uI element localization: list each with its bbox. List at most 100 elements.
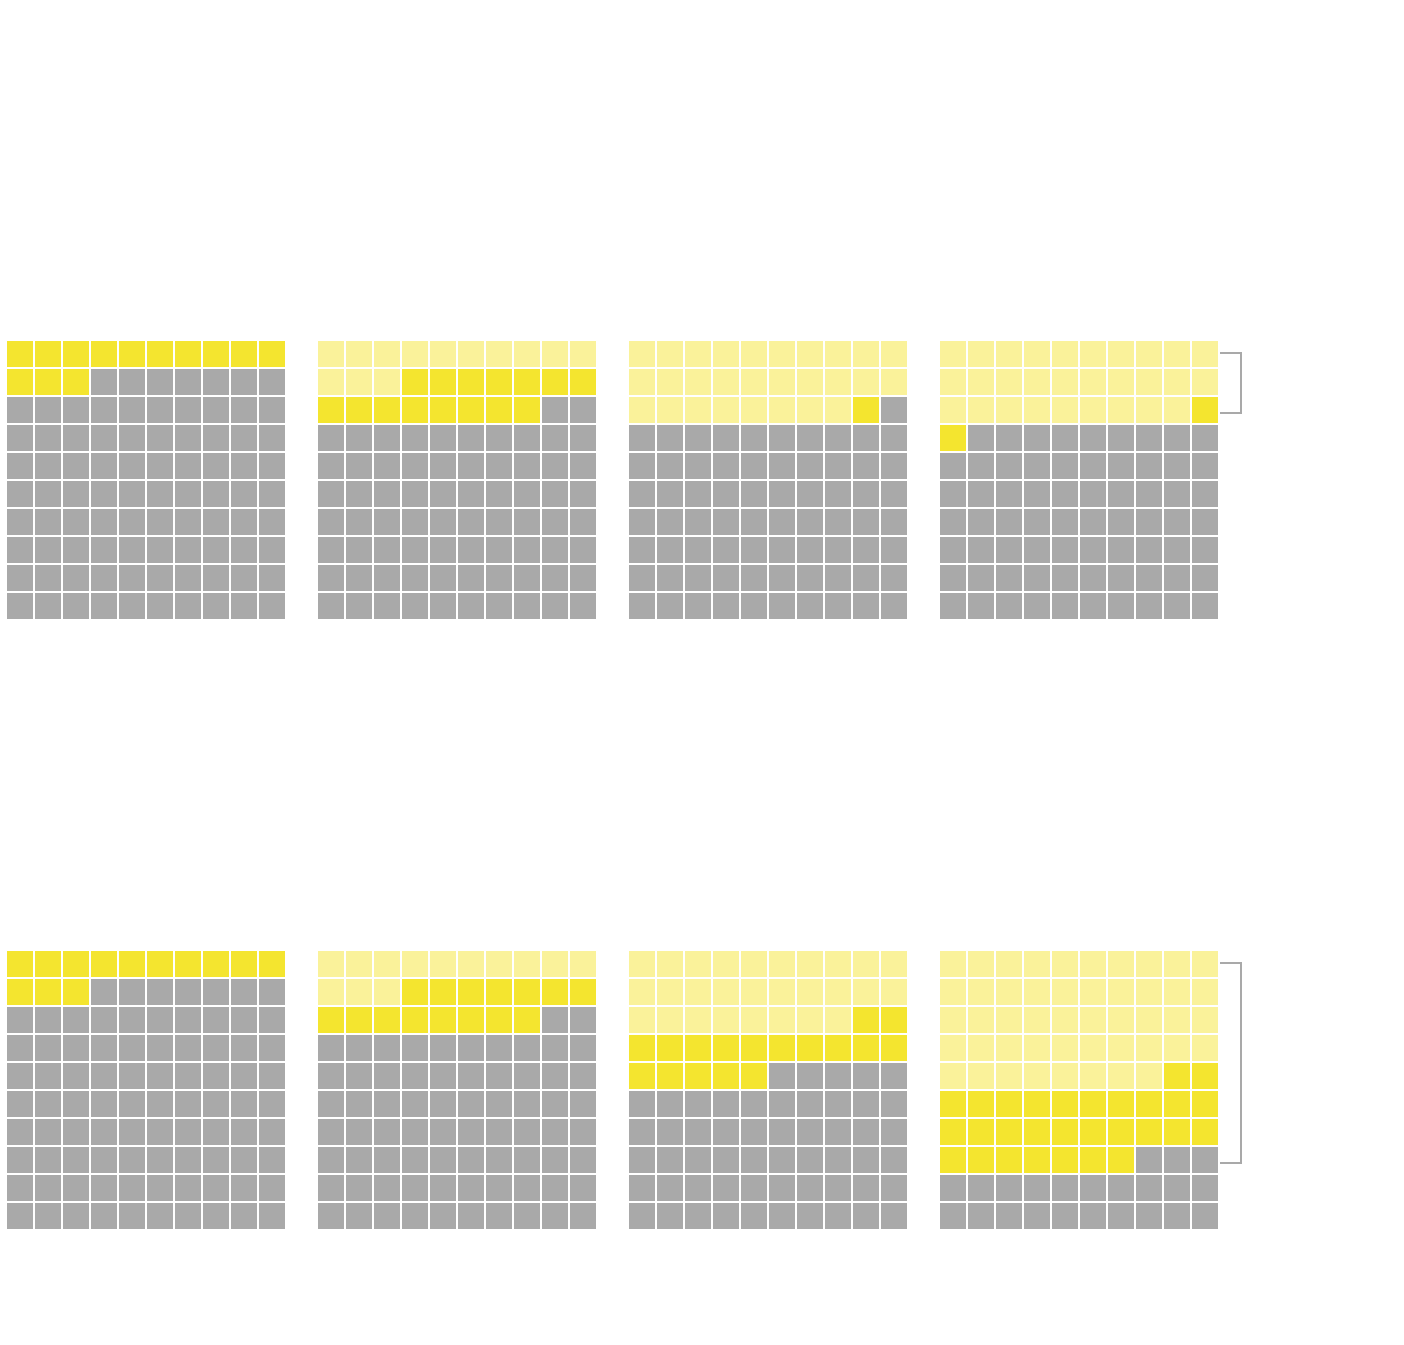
- waffle-cell-empty: [570, 425, 596, 451]
- waffle-cell-empty: [346, 1203, 372, 1229]
- waffle-cell-empty: [968, 453, 994, 479]
- waffle-cell-empty: [259, 1091, 285, 1117]
- waffle-cell-empty: [231, 1035, 257, 1061]
- waffle-cell-empty: [629, 1091, 655, 1117]
- waffle-cell-new: [402, 369, 428, 395]
- waffle-cell-empty: [147, 1063, 173, 1089]
- waffle-cell-empty: [119, 1203, 145, 1229]
- waffle-cell-new: [91, 951, 117, 977]
- waffle-cell-new: [657, 1063, 683, 1089]
- waffle-cell-empty: [346, 1063, 372, 1089]
- waffle-cell-empty: [713, 1147, 739, 1173]
- waffle-cell-new: [203, 951, 229, 977]
- waffle-cell-previous: [657, 951, 683, 977]
- waffle-cell-empty: [542, 425, 568, 451]
- waffle-cell-empty: [374, 1147, 400, 1173]
- waffle-cell-previous: [1024, 1063, 1050, 1089]
- waffle-cell-previous: [1052, 979, 1078, 1005]
- waffle-cell-empty: [231, 593, 257, 619]
- waffle-cell-previous: [996, 397, 1022, 423]
- waffle-cell-empty: [1024, 537, 1050, 563]
- waffle-cell-new: [514, 397, 540, 423]
- waffle-cell-previous: [1080, 341, 1106, 367]
- waffle-cell-empty: [769, 1175, 795, 1201]
- waffle-cell-new: [1052, 1147, 1078, 1173]
- waffle-cell-empty: [741, 1203, 767, 1229]
- waffle-cell-empty: [1052, 593, 1078, 619]
- waffle-cell-new: [741, 1063, 767, 1089]
- waffle-cell-empty: [430, 453, 456, 479]
- waffle-cell-empty: [402, 1175, 428, 1201]
- waffle-cell-previous: [713, 951, 739, 977]
- waffle-cell-previous: [1080, 1063, 1106, 1089]
- waffle-cell-empty: [881, 565, 907, 591]
- waffle-cell-previous: [629, 397, 655, 423]
- waffle-cell-empty: [685, 537, 711, 563]
- waffle-cell-empty: [231, 397, 257, 423]
- waffle-cell-empty: [91, 979, 117, 1005]
- waffle-cell-new: [402, 397, 428, 423]
- waffle-cell-empty: [570, 453, 596, 479]
- waffle-cell-empty: [570, 1007, 596, 1033]
- waffle-cell-empty: [1136, 1203, 1162, 1229]
- waffle-cell-empty: [91, 1035, 117, 1061]
- waffle-cell-empty: [402, 1063, 428, 1089]
- waffle-cell-new: [7, 369, 33, 395]
- waffle-cell-new: [430, 369, 456, 395]
- waffle-cell-new: [825, 1035, 851, 1061]
- waffle-cell-previous: [940, 1063, 966, 1089]
- waffle-cell-empty: [853, 509, 879, 535]
- waffle-grid: [629, 951, 907, 1229]
- waffle-cell-empty: [570, 565, 596, 591]
- waffle-cell-previous: [968, 1063, 994, 1089]
- waffle-cell-empty: [91, 1091, 117, 1117]
- waffle-cell-empty: [881, 1063, 907, 1089]
- waffle-grid: [7, 341, 285, 619]
- waffle-cell-empty: [570, 1091, 596, 1117]
- waffle-cell-empty: [147, 1035, 173, 1061]
- waffle-cell-empty: [259, 453, 285, 479]
- waffle-cell-new: [713, 1063, 739, 1089]
- waffle-cell-empty: [1080, 537, 1106, 563]
- waffle-cell-new: [1052, 1091, 1078, 1117]
- waffle-cell-empty: [147, 565, 173, 591]
- waffle-cell-empty: [881, 1119, 907, 1145]
- waffle-cell-empty: [1136, 1175, 1162, 1201]
- waffle-cell-empty: [629, 537, 655, 563]
- waffle-cell-empty: [346, 1035, 372, 1061]
- waffle-cell-empty: [1192, 425, 1218, 451]
- waffle-cell-empty: [968, 1175, 994, 1201]
- waffle-cell-empty: [797, 425, 823, 451]
- waffle-cell-empty: [486, 453, 512, 479]
- waffle-cell-empty: [881, 425, 907, 451]
- waffle-cell-empty: [430, 537, 456, 563]
- waffle-cell-empty: [147, 979, 173, 1005]
- waffle-cell-empty: [1024, 509, 1050, 535]
- waffle-cell-previous: [1108, 341, 1134, 367]
- waffle-cell-previous: [996, 1035, 1022, 1061]
- waffle-cell-empty: [514, 565, 540, 591]
- waffle-cell-empty: [514, 1091, 540, 1117]
- waffle-grid: [629, 341, 907, 619]
- waffle-cell-previous: [685, 397, 711, 423]
- waffle-cell-empty: [91, 509, 117, 535]
- waffle-cell-empty: [741, 1175, 767, 1201]
- waffle-grid: [940, 951, 1218, 1229]
- waffle-cell-empty: [119, 565, 145, 591]
- waffle-cell-empty: [853, 1203, 879, 1229]
- waffle-cell-empty: [881, 1091, 907, 1117]
- waffle-cell-empty: [825, 593, 851, 619]
- waffle-cell-empty: [542, 509, 568, 535]
- waffle-cell-empty: [853, 537, 879, 563]
- waffle-cell-new: [1164, 1063, 1190, 1089]
- waffle-cell-empty: [996, 537, 1022, 563]
- waffle-cell-empty: [119, 1007, 145, 1033]
- waffle-cell-empty: [486, 1091, 512, 1117]
- waffle-cell-previous: [1108, 979, 1134, 1005]
- waffle-cell-empty: [1108, 593, 1134, 619]
- waffle-cell-previous: [713, 397, 739, 423]
- waffle-cell-empty: [881, 453, 907, 479]
- waffle-cell-previous: [1080, 1007, 1106, 1033]
- waffle-cell-empty: [7, 509, 33, 535]
- waffle-cell-empty: [853, 453, 879, 479]
